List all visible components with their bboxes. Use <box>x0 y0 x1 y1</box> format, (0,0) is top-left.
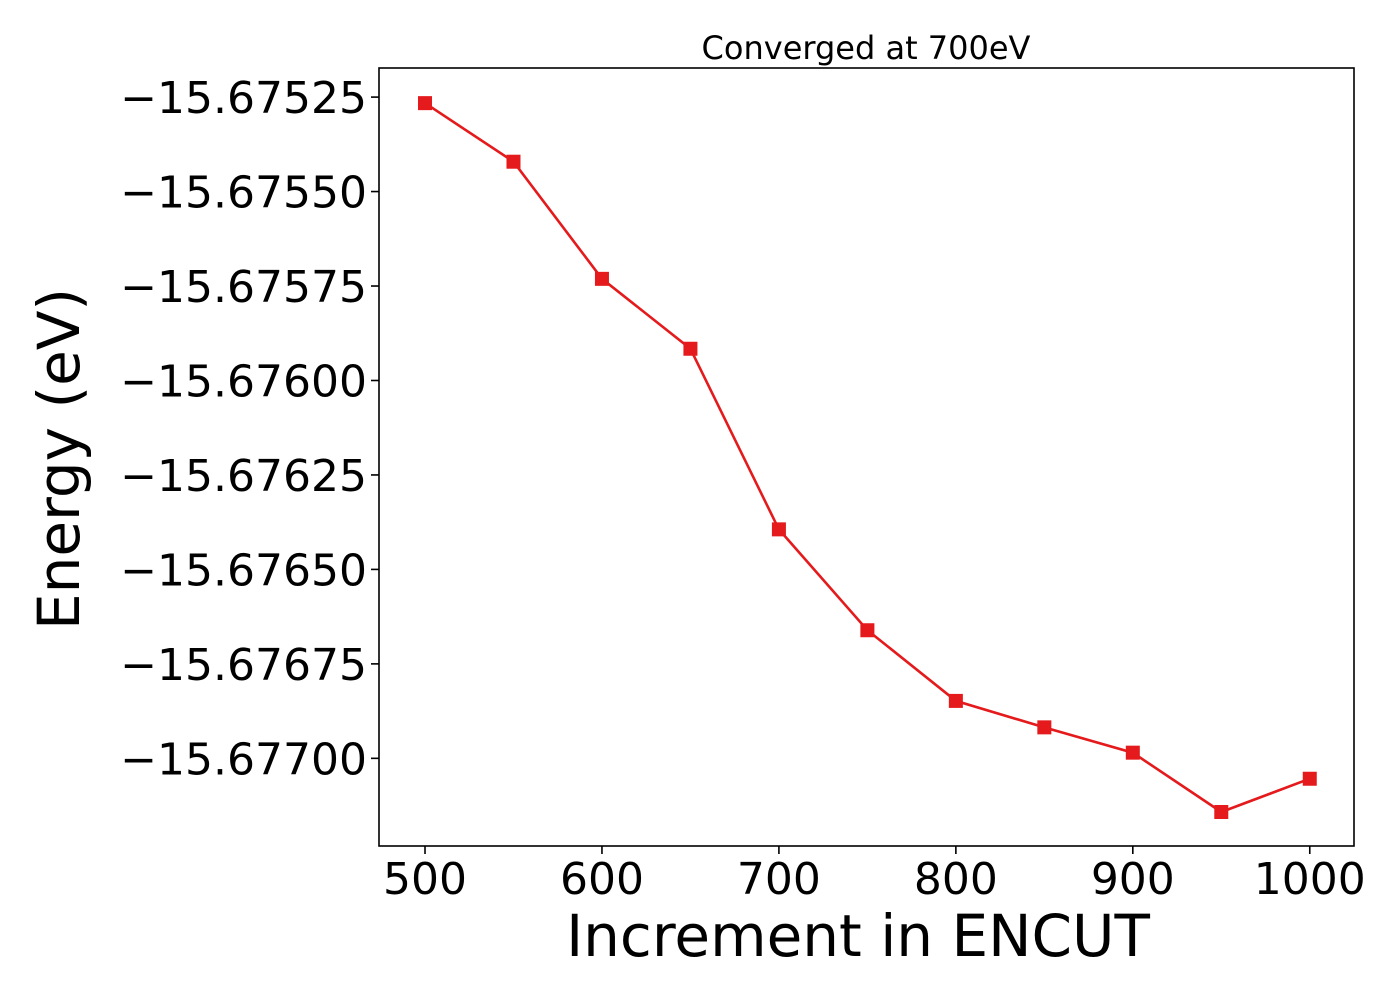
x-tick-label: 900 <box>1091 854 1175 905</box>
y-tick-label: −15.67625 <box>120 451 367 502</box>
data-point-marker <box>1302 771 1317 786</box>
y-tick-label: −15.67675 <box>120 640 367 691</box>
data-point-marker <box>594 271 609 286</box>
data-point-marker <box>418 96 433 111</box>
y-tick-label: −15.67575 <box>120 262 367 313</box>
energy-markers <box>418 96 1317 819</box>
y-axis-label: Energy (eV) <box>25 288 93 630</box>
data-point-marker <box>683 341 698 356</box>
data-point-marker <box>860 623 875 638</box>
y-tick-label: −15.67550 <box>120 168 367 219</box>
x-tick-label: 700 <box>737 854 821 905</box>
x-axis: 500 600 700 800 900 1000 <box>383 846 1366 905</box>
x-tick-label: 800 <box>914 854 998 905</box>
y-tick-label: −15.67650 <box>120 545 367 596</box>
data-point-marker <box>1125 745 1140 760</box>
data-point-marker <box>948 693 963 708</box>
x-tick-label: 1000 <box>1254 854 1366 905</box>
y-tick-label: −15.67525 <box>120 73 367 124</box>
data-point-marker <box>1037 720 1052 735</box>
y-axis: −15.67525 −15.67550 −15.67575 −15.67600 −15.… <box>120 73 379 785</box>
data-point-marker <box>1214 804 1229 819</box>
plot-area-frame <box>378 67 1355 847</box>
x-axis-label: Increment in ENCUT <box>566 902 1150 970</box>
chart-title: Converged at 700eV <box>702 29 1031 67</box>
x-tick-label: 600 <box>560 854 644 905</box>
y-tick-label: −15.67600 <box>120 356 367 407</box>
data-point-marker <box>506 154 521 169</box>
y-tick-label: −15.67700 <box>120 734 367 785</box>
x-tick-label: 500 <box>383 854 467 905</box>
data-point-marker <box>771 522 786 537</box>
